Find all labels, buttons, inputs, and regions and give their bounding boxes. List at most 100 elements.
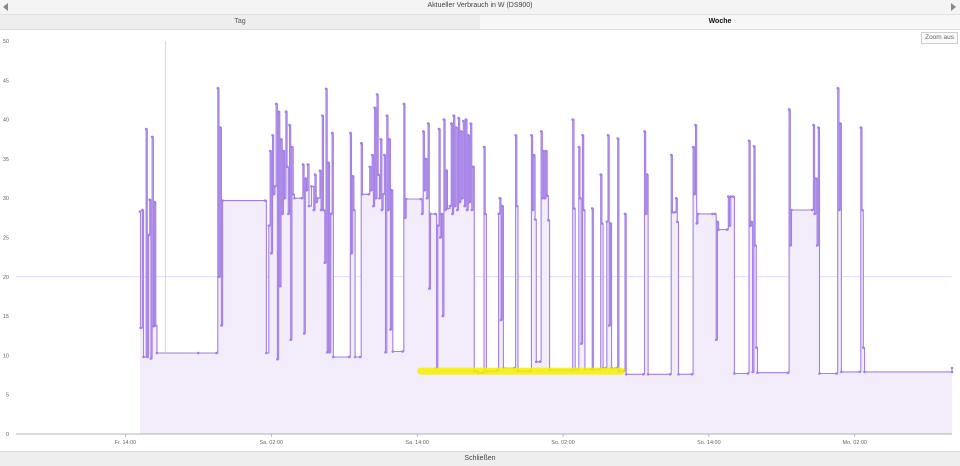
data-point [316, 196, 319, 200]
data-point [420, 212, 424, 216]
data-point [600, 222, 604, 225]
data-point [383, 153, 386, 157]
data-point [547, 218, 550, 222]
data-point [581, 134, 584, 137]
data-point [304, 177, 307, 180]
consumption-chart[interactable]: 0 5 10 15 20 25 30 35 40 45 50 Fr. 14:00 Sa. 02:00 Sa… [0, 31, 960, 451]
data-point [950, 366, 954, 370]
data-point [150, 135, 154, 139]
tab-day[interactable]: Tag [234, 18, 246, 25]
x-tick-label: Mo. 02:00 [843, 440, 867, 446]
data-point [790, 208, 793, 212]
data-point [368, 165, 372, 169]
data-point [401, 350, 404, 353]
data-point [810, 208, 814, 212]
data-point [646, 373, 650, 376]
data-point [836, 86, 839, 90]
data-point [421, 130, 425, 133]
data-point [443, 208, 447, 212]
data-point [860, 208, 864, 212]
data-point [545, 194, 549, 198]
data-point [350, 251, 353, 255]
data-point [711, 212, 714, 216]
data-point [373, 106, 376, 110]
data-point [454, 126, 458, 129]
data-point [748, 224, 752, 227]
x-tick-label: Sa. 14:00 [405, 440, 429, 446]
data-point [270, 251, 273, 255]
data-point [319, 208, 323, 212]
data-point [351, 174, 355, 178]
data-point [446, 207, 449, 210]
data-point [216, 86, 220, 90]
zoom-out-button[interactable]: Zoom aus [921, 32, 958, 44]
data-point [291, 193, 295, 196]
data-point [468, 200, 471, 204]
data-point [404, 197, 408, 201]
data-point [669, 153, 673, 157]
data-point [272, 193, 276, 196]
data-point [302, 332, 306, 335]
data-point [691, 145, 695, 149]
data-point [729, 195, 733, 198]
data-point [456, 208, 459, 212]
data-point [285, 165, 289, 169]
data-point [755, 346, 758, 349]
data-point [863, 370, 866, 374]
data-point [643, 130, 646, 133]
data-point [329, 212, 333, 216]
data-point [403, 216, 407, 220]
data-point [465, 208, 469, 212]
data-point [154, 324, 158, 327]
data-point [674, 196, 678, 200]
data-point [623, 212, 627, 216]
data-point [858, 370, 861, 374]
data-point [425, 196, 429, 200]
data-point [786, 371, 790, 375]
triangle-left-icon[interactable] [3, 2, 13, 12]
data-point [498, 196, 502, 200]
triangle-right-icon[interactable] [947, 2, 957, 12]
data-point [541, 196, 544, 200]
data-point [544, 149, 548, 153]
data-point [283, 196, 286, 200]
data-point [789, 244, 792, 247]
data-point [817, 126, 820, 129]
data-point [426, 122, 430, 125]
data-point [287, 212, 290, 216]
data-point [288, 123, 291, 127]
data-point [579, 342, 583, 345]
data-point [462, 119, 465, 123]
data-point [347, 355, 351, 359]
data-point [440, 212, 443, 216]
tab-week[interactable]: Woche [480, 15, 960, 29]
data-point [300, 196, 304, 200]
data-point [349, 131, 352, 135]
close-button[interactable]: Schließen [464, 455, 496, 462]
data-point [606, 134, 610, 137]
data-point [458, 200, 462, 204]
data-point [471, 165, 475, 169]
data-point [369, 189, 373, 192]
data-point [590, 207, 594, 210]
data-point [624, 373, 628, 376]
data-point [387, 138, 391, 141]
range-tabs: Tag Woche [0, 15, 960, 30]
data-point [142, 355, 145, 359]
data-point [280, 212, 284, 216]
data-point [787, 108, 791, 111]
data-point [353, 355, 357, 359]
data-point [376, 173, 380, 176]
data-point [327, 161, 330, 165]
data-point [448, 204, 452, 208]
data-point [469, 122, 472, 125]
y-tick-label: 50 [3, 39, 9, 45]
data-point [457, 116, 460, 120]
data-point [753, 244, 757, 247]
data-point [284, 110, 288, 113]
series-area [140, 88, 952, 434]
y-tick-label: 45 [3, 78, 9, 84]
data-point [375, 93, 379, 96]
x-tick-label: So. 14:00 [697, 440, 721, 446]
data-point [279, 138, 283, 141]
